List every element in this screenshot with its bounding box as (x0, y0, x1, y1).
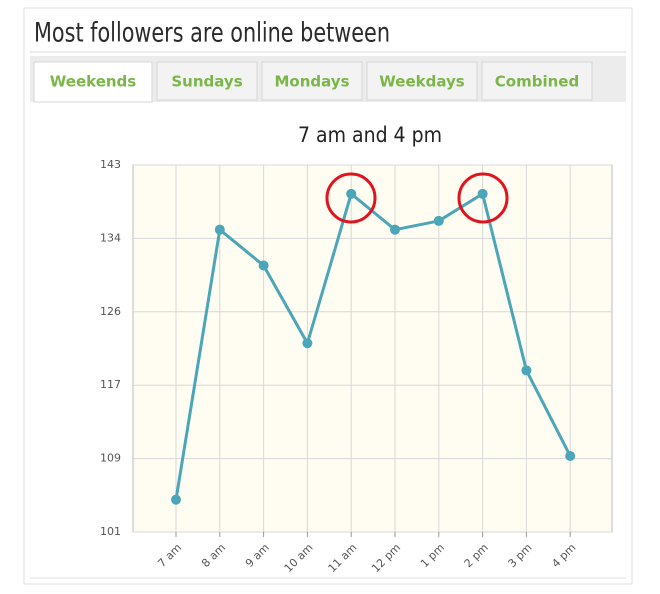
point (521, 365, 532, 376)
tab-label[interactable]: Combined (495, 73, 579, 91)
tab-label[interactable]: Weekends (50, 73, 137, 91)
point (302, 338, 313, 349)
point (477, 188, 488, 199)
tab-label[interactable]: Sundays (171, 73, 242, 91)
y-tick-label: 109 (100, 452, 121, 465)
y-tick-label: 117 (100, 378, 121, 391)
tab[interactable] (156, 61, 258, 101)
point (565, 450, 576, 461)
y-tick-label: 143 (100, 158, 121, 171)
y-tick-label: 101 (100, 525, 121, 538)
tabs: Weekends Sundays Mondays Weekdays Combined (33, 61, 593, 103)
tab-label[interactable]: Mondays (274, 73, 349, 91)
tab[interactable] (481, 61, 593, 101)
point (390, 224, 400, 235)
tab-label[interactable]: Weekdays (379, 73, 465, 91)
line (174, 192, 572, 500)
tab[interactable] (33, 61, 153, 103)
plot-area (132, 164, 613, 533)
highlight-circle (325, 172, 377, 224)
chart-title: 7 am and 4 pm (298, 123, 442, 147)
y-tick-label: 134 (100, 231, 121, 244)
point (258, 260, 269, 271)
highlight-circle (457, 172, 509, 224)
point (346, 188, 357, 199)
tab[interactable] (261, 61, 363, 101)
y-tick-label: 126 (100, 305, 121, 318)
point (433, 215, 444, 226)
page-title: Most followers are online between (34, 18, 390, 49)
tab[interactable] (366, 61, 478, 101)
point (214, 224, 225, 235)
point (171, 494, 181, 505)
